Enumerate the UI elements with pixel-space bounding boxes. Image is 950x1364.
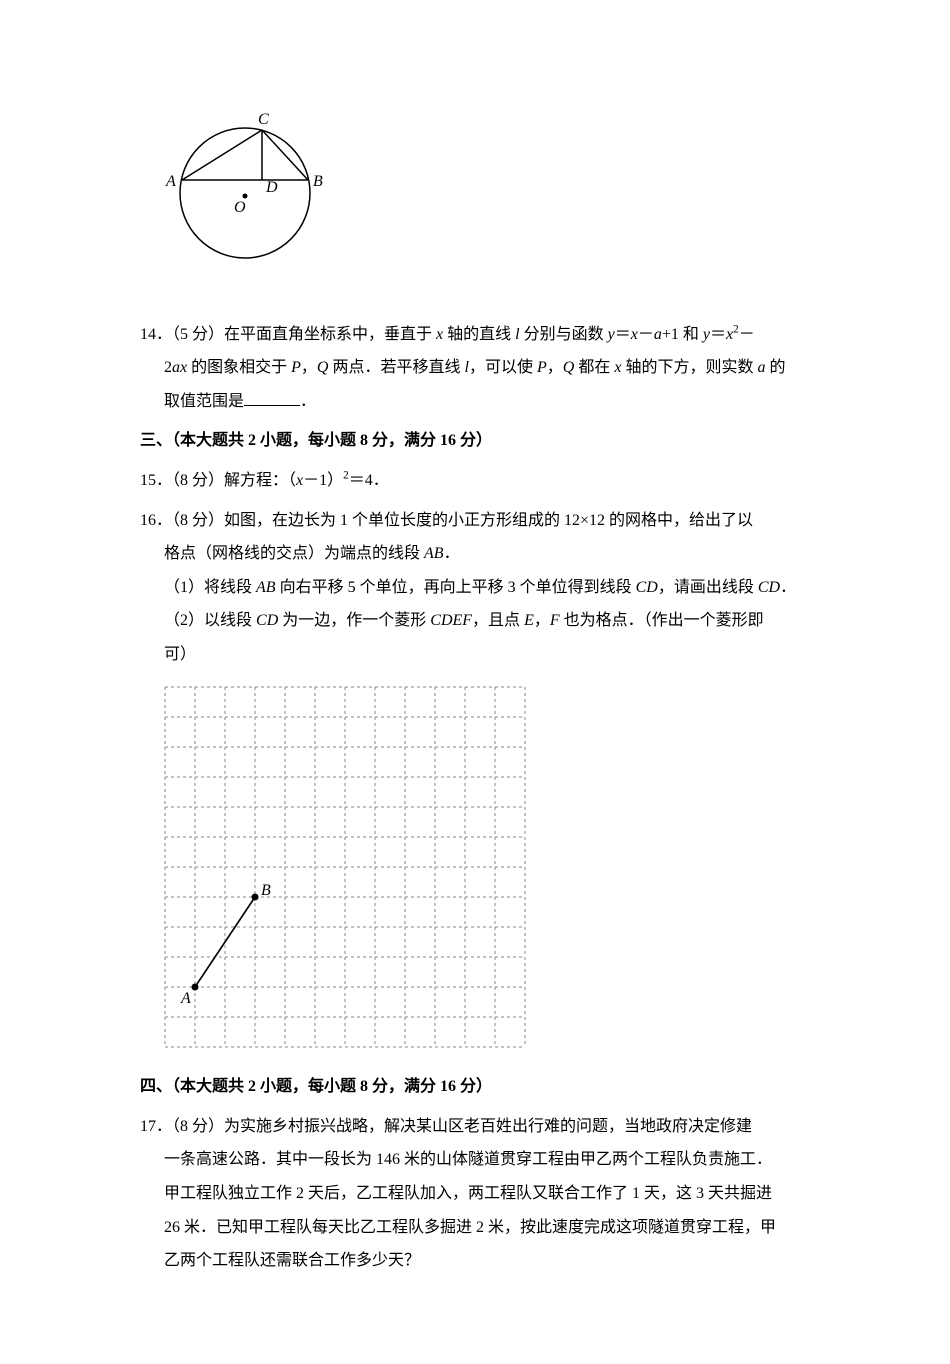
circle-figure: A B C D O	[160, 110, 810, 288]
problem-15: 15．（8 分）解方程：（x－1）2＝4．	[140, 464, 810, 498]
text: +1 和	[662, 326, 703, 343]
text: 的图象相交于	[187, 359, 291, 376]
var-y: y	[608, 326, 615, 343]
var-P: P	[291, 359, 301, 376]
svg-text:B: B	[261, 882, 271, 899]
problem-line2: 一条高速公路．其中一段长为 146 米的山体隧道贯穿工程由甲乙两个工程队负责施工…	[140, 1143, 810, 1177]
problem-line3: 取值范围是 ．	[140, 385, 810, 419]
svg-text:O: O	[234, 199, 246, 216]
text: 向右平移 5 个单位，再向上平移 3 个单位得到线段	[276, 579, 636, 596]
problem-line4: 26 米．已知甲工程队每天比乙工程队多掘进 2 米，按此速度完成这项隧道贯穿工程…	[140, 1211, 810, 1245]
var-CD: CD	[636, 579, 658, 596]
text: 可）	[164, 646, 196, 663]
grid-diagram: AB	[164, 686, 526, 1048]
problem-16: 16．（8 分）如图，在边长为 1 个单位长度的小正方形组成的 12×12 的网…	[140, 504, 810, 672]
problem-14: 14．（5 分）在平面直角坐标系中，垂直于 x 轴的直线 l 分别与函数 y＝x…	[140, 318, 810, 419]
var-CDEF: CDEF	[430, 612, 472, 629]
text: －	[638, 326, 654, 343]
text: ，	[547, 359, 563, 376]
problem-number: 16．	[140, 512, 172, 529]
problem-line3: 甲工程队独立工作 2 天后，乙工程队加入，两工程队又联合工作了 1 天，这 3 …	[140, 1177, 810, 1211]
var-F: F	[550, 612, 560, 629]
problem-points: （8 分）	[172, 472, 224, 489]
text: （1）将线段	[164, 579, 256, 596]
problem-line2: 格点（网格线的交点）为端点的线段 AB．	[140, 537, 810, 571]
svg-text:A: A	[180, 990, 191, 1007]
text: ＝4．	[349, 472, 389, 489]
var-Q: Q	[563, 359, 575, 376]
text: 轴的直线	[443, 326, 515, 343]
circle-diagram: A B C D O	[160, 110, 328, 275]
text: 解方程：（	[224, 472, 296, 489]
answer-blank	[244, 388, 300, 406]
problem-line5: 乙两个工程队还需联合工作多少天？	[140, 1244, 810, 1278]
problem-points: （8 分）	[172, 512, 224, 529]
problem-17: 17．（8 分）为实施乡村振兴战略，解决某山区老百姓出行难的问题，当地政府决定修…	[140, 1110, 810, 1278]
text: ，请画出线段	[658, 579, 758, 596]
text: 都在	[574, 359, 614, 376]
text: 取值范围是	[164, 393, 244, 410]
text: －	[739, 326, 755, 343]
var-CD: CD	[256, 612, 278, 629]
svg-text:C: C	[258, 111, 269, 128]
text: ．	[780, 579, 796, 596]
text: 轴的下方，则实数	[621, 359, 757, 376]
text: ＝	[710, 326, 726, 343]
text: 两点．若平移直线	[328, 359, 464, 376]
text: －1）	[303, 472, 343, 489]
svg-text:D: D	[265, 179, 278, 196]
section-3-header: 三、（本大题共 2 小题，每小题 8 分，满分 16 分）	[140, 424, 810, 458]
text: 如图，在边长为 1 个单位长度的小正方形组成的 12×12 的网格中，给出了以	[224, 512, 753, 529]
var-P: P	[537, 359, 547, 376]
var-x: x	[631, 326, 638, 343]
var-a: a	[172, 359, 180, 376]
text: （2）以线段	[164, 612, 256, 629]
text: ．	[300, 393, 316, 410]
problem-sub2: （2）以线段 CD 为一边，作一个菱形 CDEF，且点 E，F 也为格点．（作出…	[140, 604, 810, 638]
svg-text:A: A	[165, 173, 176, 190]
section-4-header: 四、（本大题共 2 小题，每小题 8 分，满分 16 分）	[140, 1070, 810, 1104]
problem-number: 14．	[140, 326, 172, 343]
var-AB: AB	[424, 545, 444, 562]
text: 2	[164, 359, 172, 376]
text: ，	[534, 612, 550, 629]
problem-sub1: （1）将线段 AB 向右平移 5 个单位，再向上平移 3 个单位得到线段 CD，…	[140, 571, 810, 605]
text: ＝	[615, 326, 631, 343]
text: 分别与函数	[520, 326, 608, 343]
text: 在平面直角坐标系中，垂直于	[224, 326, 436, 343]
var-Q: Q	[317, 359, 329, 376]
problem-line2: 2ax 的图象相交于 P，Q 两点．若平移直线 l，可以使 P，Q 都在 x 轴…	[140, 351, 810, 385]
var-y: y	[703, 326, 710, 343]
text: ，	[301, 359, 317, 376]
text: 为实施乡村振兴战略，解决某山区老百姓出行难的问题，当地政府决定修建	[224, 1118, 752, 1135]
var-AB: AB	[256, 579, 276, 596]
var-E: E	[524, 612, 534, 629]
problem-number: 15．	[140, 472, 172, 489]
var-CD: CD	[758, 579, 780, 596]
grid-figure: AB	[164, 686, 810, 1061]
text: 的	[765, 359, 785, 376]
problem-sub2b: 可）	[140, 638, 810, 672]
text: 也为格点．（作出一个菱形即	[560, 612, 764, 629]
var-a: a	[654, 326, 662, 343]
text: 格点（网格线的交点）为端点的线段	[164, 545, 424, 562]
svg-text:B: B	[313, 173, 323, 190]
problem-points: （5 分）	[172, 326, 224, 343]
text: ，可以使	[469, 359, 537, 376]
problem-points: （8 分）	[172, 1118, 224, 1135]
text: 为一边，作一个菱形	[278, 612, 430, 629]
text: ．	[444, 545, 460, 562]
problem-number: 17．	[140, 1118, 172, 1135]
text: ，且点	[472, 612, 524, 629]
